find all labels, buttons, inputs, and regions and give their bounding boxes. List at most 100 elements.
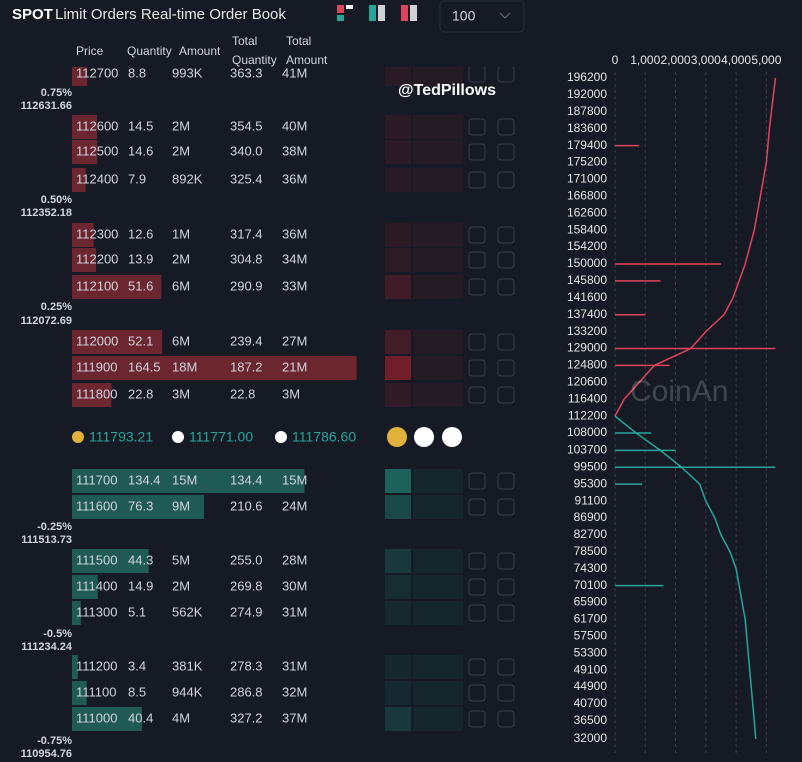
icon[interactable] (346, 5, 353, 9)
row-checkbox[interactable] (497, 143, 515, 161)
level-percent: 0.75% (41, 87, 72, 99)
icon[interactable] (410, 5, 417, 21)
cell-total-amount: 27M (282, 333, 307, 348)
x-tick-label: 1,000 (630, 53, 660, 67)
y-tick-label: 120600 (567, 375, 607, 389)
row-checkbox[interactable] (497, 472, 515, 490)
depth-select[interactable] (439, 0, 525, 33)
cell-total-quantity: 325.4 (230, 171, 263, 186)
quantity-bar (72, 383, 112, 407)
cell-total-amount: 31M (282, 658, 307, 673)
row-checkbox[interactable] (468, 684, 486, 702)
heat-cell (413, 495, 463, 519)
cell-amount: 993K (172, 65, 203, 80)
row-checkbox[interactable] (497, 171, 515, 189)
heat-cell (385, 330, 411, 354)
y-tick-label: 137400 (567, 307, 607, 321)
row-checkbox[interactable] (468, 658, 486, 676)
icon[interactable] (378, 5, 385, 21)
cell-price: 111700 (76, 472, 117, 487)
quantity-bar (72, 115, 98, 139)
row-checkbox[interactable] (468, 171, 486, 189)
heat-cell (413, 707, 463, 731)
row-checkbox[interactable] (497, 333, 515, 351)
y-tick-label: 150000 (567, 256, 607, 270)
cell-total-amount: 21M (282, 359, 307, 374)
icon[interactable] (337, 5, 344, 13)
cell-quantity: 14.9 (128, 578, 153, 593)
heat-cell (385, 469, 411, 493)
row-checkbox[interactable] (468, 118, 486, 136)
icon[interactable] (337, 15, 344, 21)
row-checkbox[interactable] (497, 552, 515, 570)
row-checkbox[interactable] (497, 658, 515, 676)
cell-amount: 4M (172, 710, 190, 725)
y-tick-label: 196200 (567, 70, 607, 84)
cell-quantity: 22.8 (128, 386, 153, 401)
cell-total-quantity: 134.4 (230, 472, 263, 487)
cell-total-quantity: 317.4 (230, 226, 263, 241)
cell-quantity: 8.8 (128, 65, 146, 80)
cell-total-quantity: 290.9 (230, 278, 263, 293)
cell-price: 112100 (76, 278, 118, 293)
icon[interactable] (401, 5, 408, 21)
cell-amount: 892K (172, 171, 203, 186)
exchange-toggle[interactable] (442, 427, 462, 447)
cell-amount: 2M (172, 143, 190, 158)
chevron[interactable] (499, 12, 511, 19)
row-checkbox[interactable] (468, 604, 486, 622)
icon[interactable] (369, 5, 376, 21)
row-checkbox[interactable] (468, 578, 486, 596)
col-total-amount: Amount (286, 53, 328, 67)
row-checkbox[interactable] (468, 472, 486, 490)
layout-icons[interactable] (337, 5, 417, 21)
row-checkbox[interactable] (468, 251, 486, 269)
row-checkbox[interactable] (468, 498, 486, 516)
row-checkbox[interactable] (468, 278, 486, 296)
row-checkbox[interactable] (497, 604, 515, 622)
depth-select-value[interactable]: 100 (452, 8, 476, 24)
row-checkbox[interactable] (468, 359, 486, 377)
row-checkbox[interactable] (497, 359, 515, 377)
quantity-bar (72, 62, 88, 86)
row-checkbox[interactable] (497, 226, 515, 244)
row-checkbox[interactable] (497, 578, 515, 596)
heat-cell (413, 275, 463, 299)
row-checkbox[interactable] (468, 710, 486, 728)
row-checkbox[interactable] (468, 143, 486, 161)
cell-quantity: 76.3 (128, 498, 153, 513)
cell-price: 112300 (76, 226, 118, 241)
row-checkbox[interactable] (497, 710, 515, 728)
cell-amount: 944K (172, 684, 203, 699)
exchange-toggle[interactable] (414, 427, 434, 447)
row-checkbox[interactable] (468, 333, 486, 351)
exchange-icon (72, 431, 84, 443)
heat-cell (413, 248, 463, 272)
row-checkbox[interactable] (497, 251, 515, 269)
row-checkbox[interactable] (497, 684, 515, 702)
row-checkbox[interactable] (468, 552, 486, 570)
cell-total-quantity: 274.9 (230, 604, 263, 619)
level-price: 112352.18 (21, 207, 72, 219)
x-tick-label: 0 (612, 53, 619, 67)
y-tick-label: 40700 (574, 696, 608, 710)
heat-cell (413, 330, 463, 354)
cell-price: 111500 (76, 552, 117, 567)
cell-price: 112500 (76, 143, 118, 158)
row-checkbox[interactable] (468, 386, 486, 404)
exchange-toggle[interactable] (387, 427, 407, 447)
title: Limit Orders Real-time Order Book (55, 6, 286, 23)
y-tick-label: 133200 (567, 324, 607, 338)
row-checkbox[interactable] (468, 226, 486, 244)
mid-price: 111793.21 (89, 429, 153, 445)
row-checkbox[interactable] (497, 386, 515, 404)
depth-curve (614, 415, 757, 740)
row-checkbox[interactable] (497, 118, 515, 136)
row-checkbox[interactable] (497, 498, 515, 516)
exchange-icon (275, 431, 287, 443)
heat-cell (385, 223, 411, 247)
heat-cell (385, 383, 411, 407)
row-checkbox[interactable] (497, 278, 515, 296)
x-tick-label: 3,000 (691, 53, 721, 67)
